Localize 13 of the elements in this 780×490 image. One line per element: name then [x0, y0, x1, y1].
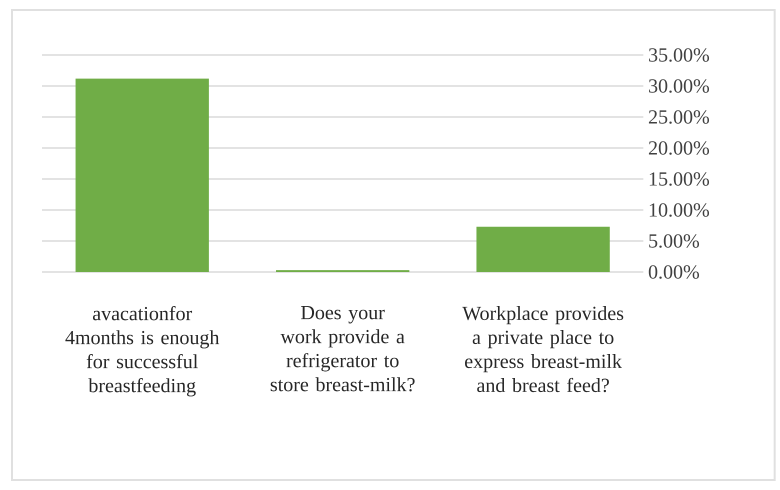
y-tick-label: 20.00%	[648, 141, 710, 155]
y-tick-label: 5.00%	[649, 234, 700, 248]
bar	[76, 78, 209, 272]
y-tick-label: 15.00%	[650, 172, 710, 186]
x-tick-label: Workplace provides a private place to express breast-milk and breast feed?	[462, 306, 624, 392]
x-tick-label: avacationfor 4months is enough for successful breastfeeding	[65, 306, 220, 396]
y-tick-label: 0.00%	[648, 265, 700, 279]
x-tick-label: Does your work provide a refrigerator to store breast-milk?	[270, 306, 415, 392]
bar	[476, 226, 610, 272]
y-tick-label: 10.00%	[650, 203, 710, 217]
y-tick-label: 30.00%	[649, 79, 710, 93]
y-tick-label: 25.00%	[648, 110, 710, 124]
y-tick-label: 35.00%	[649, 48, 710, 62]
